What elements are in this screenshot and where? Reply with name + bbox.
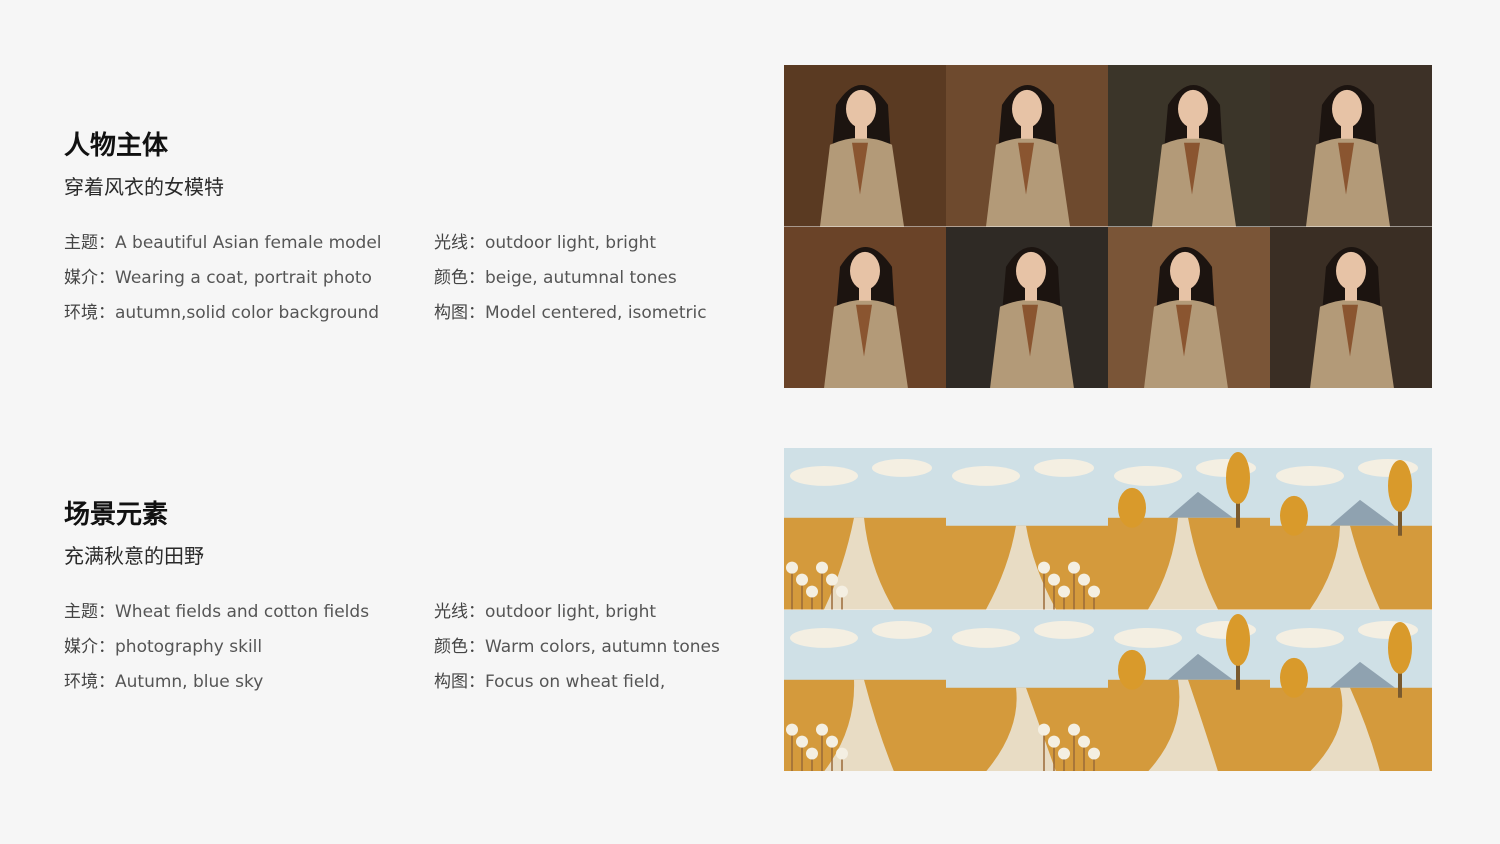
prop-key: 主题：	[64, 233, 115, 253]
section-subtitle: 充满秋意的田野	[64, 544, 204, 568]
prop-key: 颜色：	[434, 637, 485, 657]
section-subtitle: 穿着风衣的女模特	[64, 175, 224, 199]
prop-environment: 环境：autumn,solid color background	[64, 300, 434, 326]
portrait-image	[1270, 65, 1432, 227]
prop-composition: 构图：Focus on wheat field,	[434, 669, 754, 695]
landscape-image-grid	[784, 448, 1432, 771]
portrait-image	[784, 226, 946, 388]
prop-value: Wearing a coat, portrait photo	[115, 268, 372, 288]
prompt-properties: 主题：A beautiful Asian female model 光线：out…	[64, 230, 754, 326]
landscape-image	[1108, 448, 1270, 610]
prop-key: 媒介：	[64, 637, 115, 657]
prop-lighting: 光线：outdoor light, bright	[434, 230, 754, 256]
prop-value: Wheat fields and cotton fields	[115, 602, 370, 622]
prop-value: Model centered, isometric	[485, 303, 707, 323]
prop-value: Autumn, blue sky	[115, 672, 264, 692]
landscape-image	[1270, 609, 1432, 771]
prop-lighting: 光线：outdoor light, bright	[434, 599, 754, 625]
prop-key: 环境：	[64, 303, 115, 323]
landscape-image	[784, 609, 946, 771]
prop-subject: 主题：Wheat fields and cotton fields	[64, 599, 434, 625]
prop-key: 主题：	[64, 602, 115, 622]
prop-key: 环境：	[64, 672, 115, 692]
landscape-image	[1270, 448, 1432, 610]
portrait-image	[1108, 226, 1270, 388]
prop-color: 颜色：Warm colors, autumn tones	[434, 634, 754, 660]
landscape-image	[1108, 609, 1270, 771]
prop-value: outdoor light, bright	[485, 233, 657, 253]
portrait-image	[946, 65, 1108, 227]
prop-medium: 媒介：photography skill	[64, 634, 434, 660]
prop-color: 颜色：beige, autumnal tones	[434, 265, 754, 291]
prop-composition: 构图：Model centered, isometric	[434, 300, 754, 326]
section-portrait: 人物主体 穿着风衣的女模特 主题：A beautiful Asian femal…	[64, 128, 754, 326]
portrait-image	[1108, 65, 1270, 227]
prop-key: 媒介：	[64, 268, 115, 288]
prop-key: 颜色：	[434, 268, 485, 288]
landscape-image	[784, 448, 946, 610]
prop-value: Warm colors, autumn tones	[485, 637, 720, 657]
landscape-image	[946, 448, 1108, 610]
section-title: 人物主体	[64, 131, 169, 161]
prop-value: beige, autumnal tones	[485, 268, 677, 288]
prop-value: A beautiful Asian female model	[115, 233, 382, 253]
prop-subject: 主题：A beautiful Asian female model	[64, 230, 434, 256]
prop-value: Focus on wheat field,	[485, 672, 666, 692]
prop-key: 构图：	[434, 303, 485, 323]
section-title: 场景元素	[64, 500, 169, 530]
prop-value: photography skill	[115, 637, 263, 657]
prop-medium: 媒介：Wearing a coat, portrait photo	[64, 265, 434, 291]
landscape-image	[946, 609, 1108, 771]
prop-environment: 环境：Autumn, blue sky	[64, 669, 434, 695]
prop-value: outdoor light, bright	[485, 602, 657, 622]
prop-key: 光线：	[434, 233, 485, 253]
prompt-properties: 主题：Wheat fields and cotton fields 光线：out…	[64, 599, 754, 695]
portrait-image	[1270, 226, 1432, 388]
section-scene: 场景元素 充满秋意的田野 主题：Wheat fields and cotton …	[64, 497, 754, 695]
portrait-image-grid	[784, 65, 1432, 388]
portrait-image	[946, 226, 1108, 388]
prop-key: 构图：	[434, 672, 485, 692]
prop-key: 光线：	[434, 602, 485, 622]
portrait-image	[784, 65, 946, 227]
prop-value: autumn,solid color background	[115, 303, 380, 323]
